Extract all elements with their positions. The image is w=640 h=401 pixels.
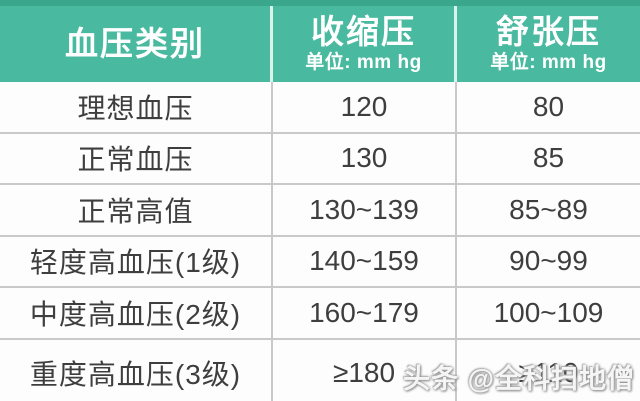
systolic-cell: 130 xyxy=(273,133,457,183)
category-cell: 理想血压 xyxy=(0,82,273,132)
table-row: 重度高血压(3级) ≥180 ≥110 xyxy=(0,339,640,401)
systolic-cell: 160~179 xyxy=(273,288,457,338)
diastolic-cell: 90~99 xyxy=(509,245,588,277)
header-systolic-title: 收缩压 xyxy=(311,13,416,51)
watermark: 头条 @全科扫地僧 xyxy=(403,364,635,394)
header-category: 血压类别 xyxy=(0,6,273,82)
header-systolic-unit: 单位: mm hg xyxy=(305,51,422,73)
header-systolic: 收缩压 单位: mm hg xyxy=(273,6,457,82)
category-cell: 中度高血压(2级) xyxy=(0,288,273,338)
diastolic-cell: 85 xyxy=(532,142,565,174)
systolic-cell: 130~139 xyxy=(273,185,457,235)
table-header-row: 血压类别 收缩压 单位: mm hg 舒张压 单位: mm hg xyxy=(0,0,640,82)
header-diastolic-unit: 单位: mm hg xyxy=(490,51,607,73)
header-diastolic: 舒张压 单位: mm hg xyxy=(457,6,640,82)
category-cell: 轻度高血压(1级) xyxy=(0,236,273,286)
header-category-label: 血压类别 xyxy=(65,24,205,62)
diastolic-cell: 85~89 xyxy=(509,193,588,225)
category-cell: 正常血压 xyxy=(0,133,273,183)
header-diastolic-title: 舒张压 xyxy=(496,13,601,51)
systolic-cell: 140~159 xyxy=(273,236,457,286)
systolic-cell: ≥180 xyxy=(273,339,457,401)
table-row: 理想血压 120 80 xyxy=(0,82,640,134)
category-cell: 正常高值 xyxy=(0,185,273,235)
table-row: 中度高血压(2级) 160~179 100~109 xyxy=(0,288,640,340)
table-row: 正常高值 130~139 85~89 xyxy=(0,185,640,237)
table-row: 轻度高血压(1级) 140~159 90~99 xyxy=(0,236,640,288)
category-cell: 重度高血压(3级) xyxy=(0,339,273,401)
diastolic-cell: 80 xyxy=(532,90,565,122)
systolic-cell: 120 xyxy=(273,82,457,132)
diastolic-cell: ≥110 xyxy=(518,356,579,388)
table-row: 正常血压 130 85 xyxy=(0,133,640,185)
diastolic-cell: 100~109 xyxy=(493,296,604,328)
